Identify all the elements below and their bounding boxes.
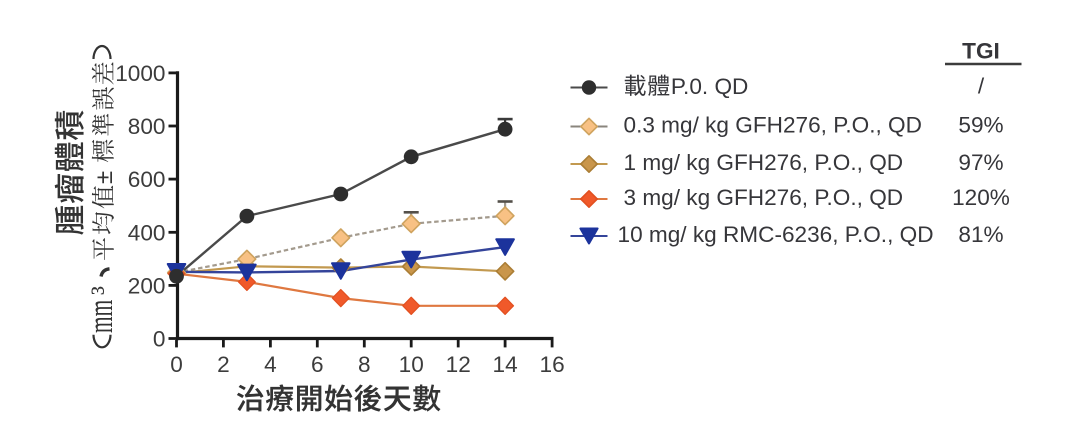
svg-text:mm: mm [82,299,121,333]
svg-text:P.0. QD: P.0. QD [671,74,748,99]
svg-text:97%: 97% [958,150,1003,175]
svg-text:10: 10 [399,352,424,377]
svg-text:800: 800 [128,114,166,139]
svg-text:8: 8 [358,352,371,377]
svg-text:TGI: TGI [962,39,1000,64]
svg-text:14: 14 [493,352,518,377]
svg-text:1000: 1000 [115,61,165,86]
svg-text:120%: 120% [952,185,1010,210]
svg-text:/: / [978,74,985,99]
svg-text:600: 600 [128,167,166,192]
svg-text:3 mg/ kg GFH276, P.O., QD: 3 mg/ kg GFH276, P.O., QD [624,185,904,210]
svg-text:³: ³ [86,286,119,295]
svg-text:81%: 81% [958,222,1003,247]
svg-text:0: 0 [170,352,183,377]
svg-text:±: ± [91,171,118,184]
svg-text:200: 200 [128,274,166,299]
svg-text:6: 6 [311,352,324,377]
svg-text:0.3 mg/ kg GFH276, P.O., QD: 0.3 mg/ kg GFH276, P.O., QD [624,113,922,138]
svg-text:12: 12 [446,352,471,377]
svg-text:16: 16 [540,352,565,377]
svg-text:1 mg/ kg GFH276, P.O., QD: 1 mg/ kg GFH276, P.O., QD [624,150,904,175]
svg-text:10 mg/ kg RMC-6236, P.O., QD: 10 mg/ kg RMC-6236, P.O., QD [618,222,934,247]
svg-text:4: 4 [264,352,277,377]
svg-text:59%: 59% [958,113,1003,138]
svg-text:400: 400 [128,220,166,245]
svg-text:2: 2 [217,352,230,377]
svg-text:0: 0 [153,327,166,352]
